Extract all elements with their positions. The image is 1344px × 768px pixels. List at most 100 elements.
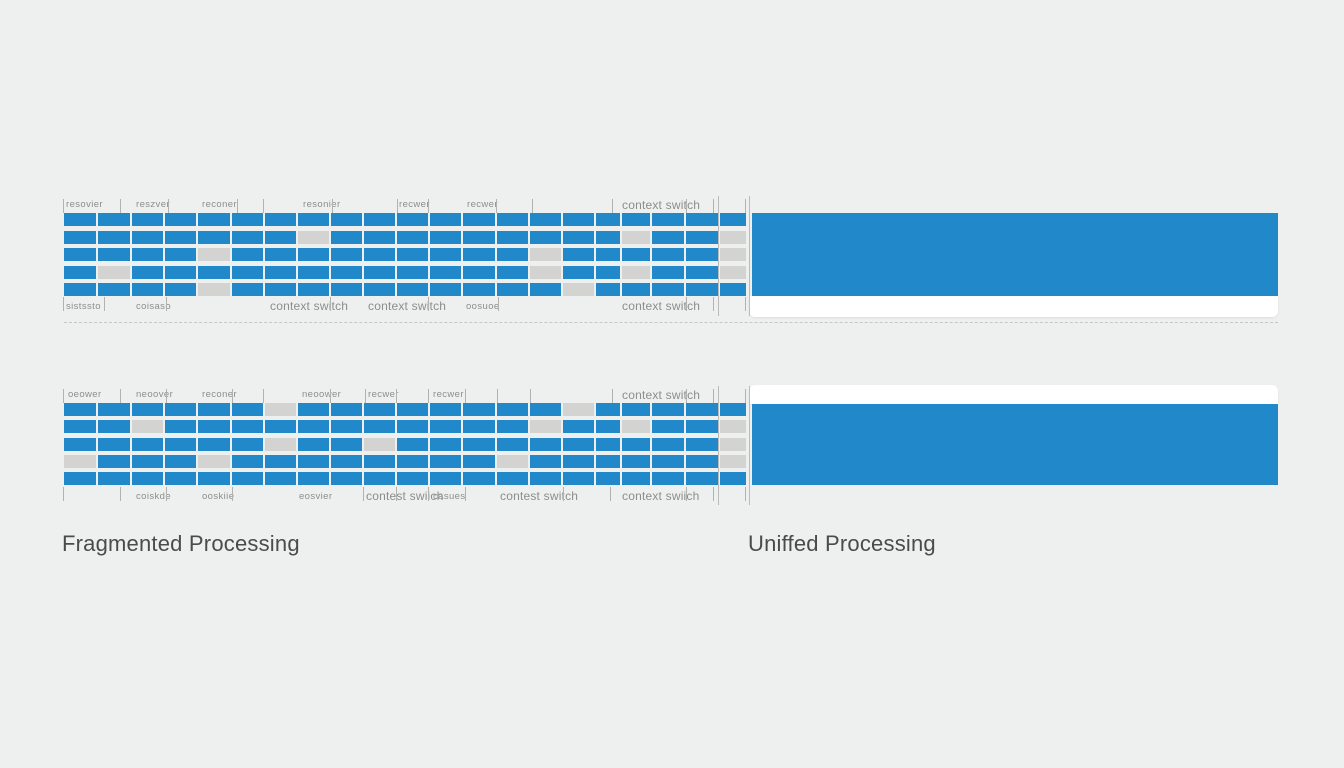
task-segment — [132, 248, 163, 261]
task-segment — [132, 230, 163, 244]
timeline-row — [64, 437, 748, 451]
tick-mark — [745, 297, 746, 311]
tick-mark — [713, 487, 714, 501]
tick-mark — [120, 487, 121, 501]
idle-segment — [530, 420, 561, 434]
idle-segment — [720, 265, 746, 279]
tick-mark — [745, 487, 746, 501]
task-segment — [397, 454, 428, 468]
event-label: recwer — [433, 389, 464, 400]
band1-bottom-label-row: sistssto coisaso context switch context swi… — [0, 297, 1344, 316]
idle-segment — [98, 265, 130, 279]
task-segment — [397, 403, 428, 416]
band2-fragmented-grid — [64, 403, 748, 485]
task-segment — [364, 265, 395, 279]
idle-segment — [198, 283, 230, 296]
tick-mark — [497, 389, 498, 403]
task-segment — [64, 437, 96, 451]
tick-mark — [745, 389, 746, 403]
task-segment — [64, 248, 96, 261]
event-label: context switch — [270, 299, 349, 313]
task-segment — [265, 213, 296, 226]
task-segment — [132, 403, 163, 416]
band2-unified-block — [752, 404, 1278, 485]
task-segment — [686, 420, 718, 434]
task-segment — [132, 283, 163, 296]
tick-mark — [610, 487, 611, 501]
task-segment — [596, 213, 620, 226]
task-segment — [430, 283, 461, 296]
tick-mark — [166, 297, 167, 311]
task-segment — [686, 230, 718, 244]
task-segment — [497, 248, 528, 261]
task-segment — [463, 248, 495, 261]
task-segment — [430, 472, 461, 485]
task-segment — [596, 283, 620, 296]
task-segment — [397, 248, 428, 261]
task-segment — [397, 420, 428, 434]
task-segment — [165, 265, 196, 279]
task-segment — [232, 265, 263, 279]
band2-long-tick — [749, 386, 750, 505]
task-segment — [652, 230, 684, 244]
event-label: coisaso — [136, 301, 172, 312]
event-label: contest swiich — [366, 489, 444, 503]
event-label: context switch — [622, 388, 701, 402]
tick-mark — [396, 389, 397, 403]
task-segment — [463, 454, 495, 468]
task-segment — [64, 403, 96, 416]
task-segment — [132, 213, 163, 226]
task-segment — [397, 230, 428, 244]
tick-mark — [365, 389, 366, 403]
event-label: oosuoe — [466, 301, 500, 312]
task-segment — [265, 420, 296, 434]
tick-mark — [232, 487, 233, 501]
task-segment — [132, 437, 163, 451]
task-segment — [331, 472, 362, 485]
tick-mark — [713, 389, 714, 403]
task-segment — [198, 230, 230, 244]
event-label: neoower — [302, 389, 342, 400]
task-segment — [463, 213, 495, 226]
event-label: resonier — [303, 199, 341, 210]
band2-long-tick — [718, 386, 719, 505]
task-segment — [198, 420, 230, 434]
task-segment — [622, 437, 650, 451]
task-segment — [298, 248, 329, 261]
task-segment — [64, 283, 96, 296]
idle-segment — [530, 265, 561, 279]
task-segment — [98, 213, 130, 226]
task-segment — [331, 248, 362, 261]
unified-processing-label: Uniffed Processing — [748, 531, 936, 556]
task-segment — [364, 420, 395, 434]
task-segment — [397, 472, 428, 485]
band1-long-tick — [718, 196, 719, 316]
task-segment — [530, 472, 561, 485]
task-segment — [232, 403, 263, 416]
event-label: recwer — [368, 389, 399, 400]
task-segment — [497, 403, 528, 416]
idle-segment — [298, 230, 329, 244]
band2-unified-track-strip — [749, 385, 1278, 404]
task-segment — [232, 230, 263, 244]
task-segment — [497, 265, 528, 279]
tick-mark — [465, 389, 466, 403]
tick-mark — [532, 199, 533, 213]
task-segment — [563, 437, 594, 451]
task-segment — [563, 213, 594, 226]
tick-mark — [104, 297, 105, 311]
tick-mark — [686, 487, 687, 501]
task-segment — [364, 472, 395, 485]
task-segment — [463, 403, 495, 416]
task-segment — [98, 472, 130, 485]
tick-mark — [745, 199, 746, 213]
task-segment — [298, 213, 329, 226]
task-segment — [563, 454, 594, 468]
task-segment — [98, 230, 130, 244]
task-segment — [364, 248, 395, 261]
idle-segment — [622, 230, 650, 244]
tick-mark — [330, 297, 331, 311]
event-label: context switch — [368, 299, 447, 313]
tick-mark — [428, 389, 429, 403]
task-segment — [265, 248, 296, 261]
